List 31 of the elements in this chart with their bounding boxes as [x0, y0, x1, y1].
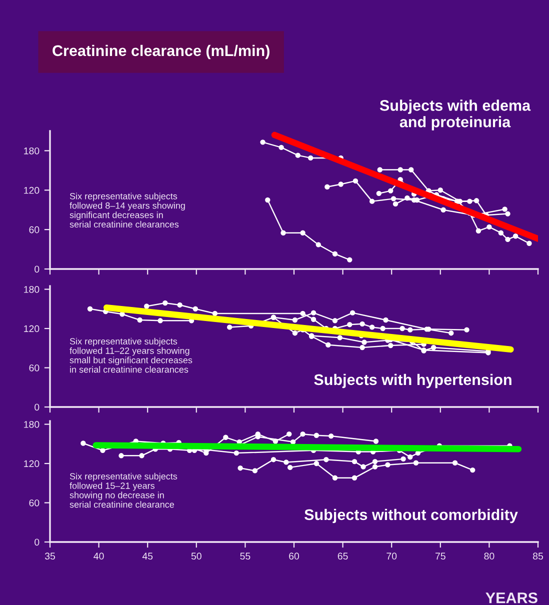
annotation: Subjects with hypertension — [314, 374, 512, 388]
y-tick-label: 0 — [34, 404, 40, 411]
x-tick-label: 60 — [289, 552, 300, 560]
y-tick-label: 120 — [24, 460, 40, 468]
x-axis-title: YEARS — [486, 592, 538, 604]
y-tick-label: 60 — [29, 499, 40, 506]
x-tick-label: 80 — [484, 552, 494, 560]
x-tick-label: 50 — [191, 552, 202, 560]
y-tick-label: 120 — [24, 186, 40, 194]
annotation: Subjects without comorbidity — [304, 508, 518, 524]
y-tick-label: 180 — [24, 286, 40, 293]
y-tick-label: 60 — [29, 364, 40, 372]
y-tick-label: 180 — [24, 421, 40, 428]
x-tick-label: 35 — [44, 552, 55, 560]
x-tick-label: 65 — [338, 552, 348, 560]
y-tick-label: 0 — [34, 538, 40, 546]
x-tick-label: 70 — [386, 552, 397, 560]
text: Subjects with edema and proteinuria — [380, 100, 531, 130]
annotation: Six representative subjects followed 11–22 years showing small but significant decreases in serial creatinine clearances — [70, 338, 192, 373]
annotation: Six representative subjects followed 8–14 years showing significant decreases in serial creatinine clearances — [70, 192, 185, 228]
y-tick-label: 0 — [34, 266, 40, 273]
y-tick-label: 180 — [24, 147, 40, 154]
chart-title: Creatinine clearance (mL/min) — [52, 44, 270, 60]
x-tick-label: 85 — [533, 552, 543, 560]
x-tick-label: 45 — [142, 552, 153, 560]
y-tick-label: 60 — [29, 226, 40, 234]
annotation: Six representative subjects followed 15–21 years showing no decrease in serial creatinine clearance — [70, 472, 178, 508]
y-tick-label: 120 — [24, 325, 40, 332]
x-tick-label: 40 — [94, 552, 104, 560]
x-tick-label: 55 — [240, 552, 250, 560]
x-tick-label: 75 — [435, 552, 446, 560]
